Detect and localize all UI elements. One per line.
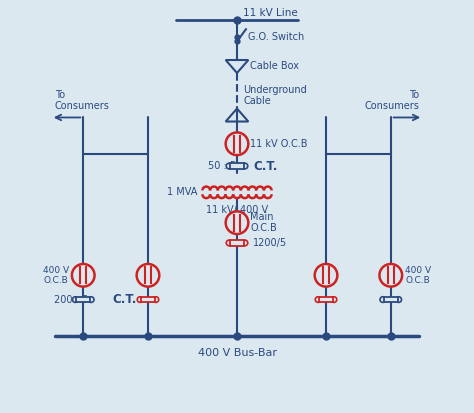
- Circle shape: [315, 297, 321, 302]
- Circle shape: [137, 297, 143, 302]
- Text: C.T.: C.T.: [112, 293, 137, 306]
- Circle shape: [380, 297, 386, 302]
- Circle shape: [242, 240, 248, 246]
- Circle shape: [137, 264, 159, 287]
- Text: Cable Box: Cable Box: [250, 62, 299, 71]
- Text: 1 MVA: 1 MVA: [167, 188, 198, 197]
- Text: G.O. Switch: G.O. Switch: [248, 32, 305, 43]
- Circle shape: [226, 240, 232, 246]
- Circle shape: [242, 163, 248, 169]
- Circle shape: [226, 211, 248, 234]
- Circle shape: [396, 297, 401, 302]
- FancyBboxPatch shape: [141, 297, 155, 302]
- Text: 11 kV/ 400 V: 11 kV/ 400 V: [206, 205, 268, 215]
- Text: 1200/5: 1200/5: [253, 238, 287, 248]
- Circle shape: [88, 297, 94, 302]
- Circle shape: [315, 264, 337, 287]
- FancyBboxPatch shape: [230, 164, 244, 169]
- Text: C.T.: C.T.: [253, 159, 277, 173]
- Text: Underground
Cable: Underground Cable: [243, 85, 307, 107]
- Text: 11 kV Line: 11 kV Line: [243, 8, 298, 18]
- Circle shape: [226, 163, 232, 169]
- FancyBboxPatch shape: [230, 240, 244, 246]
- Text: 11 kV O.C.B: 11 kV O.C.B: [250, 139, 308, 149]
- Circle shape: [380, 264, 402, 287]
- Text: 400 V
O.C.B: 400 V O.C.B: [43, 266, 69, 285]
- Circle shape: [153, 297, 159, 302]
- FancyBboxPatch shape: [319, 297, 333, 302]
- Circle shape: [226, 133, 248, 155]
- Text: Main
O.C.B: Main O.C.B: [250, 212, 277, 233]
- Text: To
Consumers: To Consumers: [364, 90, 419, 112]
- FancyBboxPatch shape: [76, 297, 91, 302]
- Circle shape: [73, 297, 78, 302]
- Text: 400 V
O.C.B: 400 V O.C.B: [405, 266, 431, 285]
- Text: 200 : 5: 200 : 5: [54, 294, 88, 304]
- Circle shape: [331, 297, 337, 302]
- Text: 400 V Bus-Bar: 400 V Bus-Bar: [198, 348, 276, 358]
- Circle shape: [72, 264, 94, 287]
- Text: 50 : 5: 50 : 5: [208, 161, 236, 171]
- Text: To
Consumers: To Consumers: [55, 90, 110, 112]
- FancyBboxPatch shape: [383, 297, 398, 302]
